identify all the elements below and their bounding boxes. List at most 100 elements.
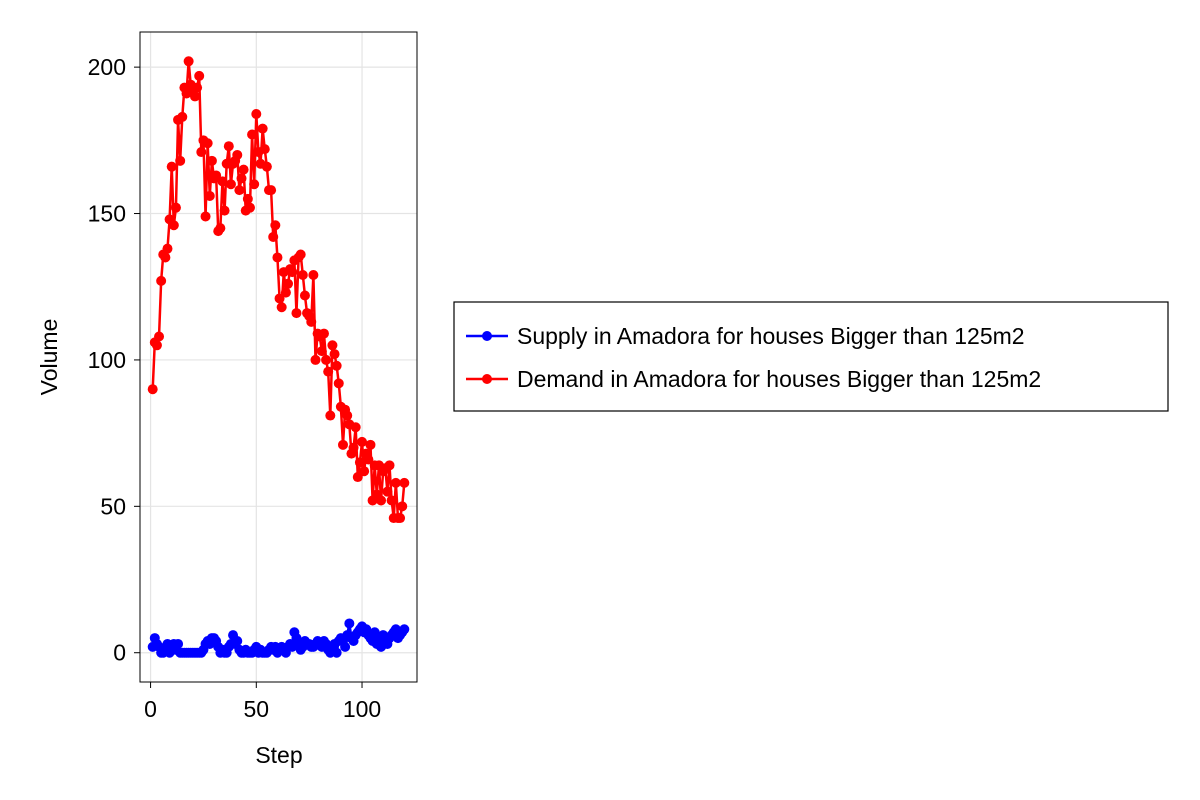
- legend-box: [453, 301, 1169, 412]
- series-demand-point: [236, 173, 247, 184]
- series-demand-point: [202, 138, 213, 149]
- legend-entry-supply: Supply in Amadora for houses Bigger than…: [466, 323, 1025, 349]
- series-demand-point: [151, 340, 162, 351]
- series-demand-point: [329, 349, 340, 360]
- series-demand-point: [162, 243, 173, 254]
- series-demand-point: [342, 410, 353, 421]
- y-tick-label: 50: [100, 493, 126, 519]
- legend-supply-marker: [482, 331, 492, 341]
- series-demand-point: [399, 477, 410, 488]
- series-demand-point: [323, 366, 334, 377]
- legend-demand-marker: [482, 374, 492, 384]
- series-demand-point: [194, 70, 205, 81]
- series-demand-point: [357, 436, 368, 447]
- legend-supply-label: Supply in Amadora for houses Bigger than…: [517, 323, 1025, 349]
- series-demand-point: [297, 270, 308, 281]
- series-supply-point: [399, 624, 410, 635]
- series-demand-point: [397, 501, 408, 512]
- series-demand-point: [177, 111, 188, 122]
- series-demand-point: [238, 164, 249, 175]
- series-demand-point: [272, 252, 283, 263]
- series-demand-point: [156, 275, 167, 286]
- series-demand-point: [270, 220, 281, 231]
- series-demand-point: [249, 179, 260, 190]
- series-demand-point: [321, 354, 332, 365]
- series-demand-point: [192, 82, 203, 93]
- series-demand-point: [310, 354, 321, 365]
- axis-ticks: 0 50 100 0 50 100 150 200: [88, 54, 382, 722]
- series-demand-point: [306, 316, 317, 327]
- series-demand-point: [337, 439, 348, 450]
- plot-series: [147, 56, 410, 658]
- series-demand-point: [363, 454, 374, 465]
- series-demand-point: [308, 270, 319, 281]
- series-demand-point: [386, 495, 397, 506]
- series-demand: [147, 56, 410, 524]
- series-demand-point: [384, 460, 395, 471]
- series-demand-point: [268, 231, 279, 242]
- series-demand-point: [331, 360, 342, 371]
- series-demand-point: [170, 202, 181, 213]
- series-demand-point: [261, 161, 272, 172]
- legend-demand-label: Demand in Amadora for houses Bigger than…: [517, 366, 1041, 392]
- legend: Supply in Amadora for houses Bigger than…: [453, 301, 1169, 412]
- series-demand-point: [147, 384, 158, 395]
- series-demand-point: [316, 346, 327, 357]
- series-demand-point: [219, 205, 230, 216]
- series-demand-point: [287, 267, 298, 278]
- series-demand-point: [189, 91, 200, 102]
- x-tick-label: 50: [244, 696, 270, 722]
- series-demand-point: [333, 378, 344, 389]
- series-demand-point: [354, 457, 365, 468]
- series-supply-point: [344, 618, 355, 629]
- x-axis-label: Step: [255, 742, 302, 768]
- y-axis-label: Volume: [36, 319, 62, 396]
- series-demand-point: [247, 129, 258, 140]
- series-supply: [147, 618, 410, 658]
- series-demand-point: [217, 176, 228, 187]
- series-demand-point: [183, 56, 194, 67]
- series-demand-point: [299, 290, 310, 301]
- series-supply-point: [232, 636, 243, 647]
- series-demand-point: [257, 123, 268, 134]
- series-demand-point: [168, 220, 179, 231]
- y-tick-label: 0: [113, 640, 126, 666]
- series-demand-point: [318, 328, 329, 339]
- series-demand-point: [274, 293, 285, 304]
- series-demand-point: [175, 155, 186, 166]
- series-demand-point: [160, 252, 171, 263]
- series-supply-point: [173, 638, 184, 649]
- series-demand-point: [242, 193, 253, 204]
- series-demand-point: [350, 422, 361, 433]
- series-supply-point: [340, 641, 351, 652]
- series-demand-point: [395, 513, 406, 524]
- series-demand-point: [276, 302, 287, 313]
- series-demand-point: [232, 149, 243, 160]
- series-demand-point: [365, 439, 376, 450]
- series-demand-point: [225, 179, 236, 190]
- series-demand-point: [325, 410, 336, 421]
- y-tick-label: 200: [88, 54, 126, 80]
- legend-entry-demand: Demand in Amadora for houses Bigger than…: [466, 366, 1041, 392]
- series-demand-point: [382, 486, 393, 497]
- series-demand-point: [359, 466, 370, 477]
- series-demand-point: [295, 249, 306, 260]
- y-tick-label: 150: [88, 201, 126, 227]
- series-demand-point: [200, 211, 211, 222]
- series-supply-point: [331, 647, 342, 658]
- series-demand-point: [234, 185, 245, 196]
- series-demand-point: [154, 331, 165, 342]
- series-demand-point: [223, 141, 234, 152]
- series-demand-point: [251, 108, 262, 119]
- series-demand-point: [244, 202, 255, 213]
- series-demand-point: [266, 185, 277, 196]
- series-demand-point: [196, 147, 207, 158]
- series-demand-point: [348, 442, 359, 453]
- series-demand-point: [376, 495, 387, 506]
- series-demand-point: [211, 170, 222, 181]
- series-demand-point: [291, 308, 302, 319]
- series-demand-point: [390, 477, 401, 488]
- series-demand-point: [259, 144, 270, 155]
- series-demand-point: [215, 223, 226, 234]
